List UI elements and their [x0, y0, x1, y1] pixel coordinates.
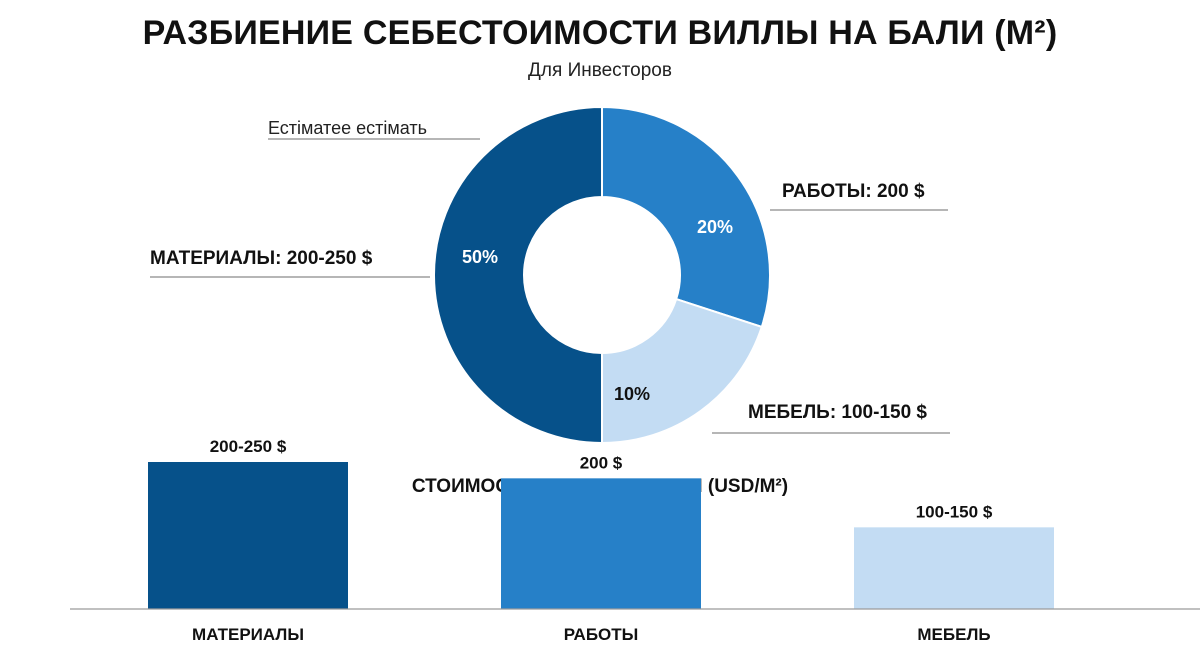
donut-slice-furniture [601, 297, 764, 445]
bar-value-label: 100-150 $ [916, 502, 993, 521]
page-title: РАЗБИЕНИЕ СЕБЕСТОИМОСТИ ВИЛЛЫ НА БАЛИ (М… [142, 14, 1058, 52]
bar-value-label: 200 $ [580, 453, 623, 472]
donut-annotation: Естіматее естімать [268, 118, 427, 138]
bar-category-label: МЕБЕЛЬ [917, 625, 990, 644]
bar-value-label: 200-250 $ [210, 437, 287, 456]
donut-percent-furniture: 10% [614, 384, 650, 404]
page-subtitle: Для Инвесторов [528, 60, 672, 81]
donut-percent-materials: 50% [462, 247, 498, 267]
donut-slice-materials [433, 105, 603, 445]
donut-annotation-group: Естіматее естімать [268, 118, 480, 140]
bar-chart: 200-250 $ МАТЕРИАЛЫ 200 $ РАБОТЫ 100-150 $ МЕ… [148, 437, 1054, 644]
bar-2 [501, 478, 701, 609]
donut-label-materials: МАТЕРИАЛЫ: 200-250 $ [150, 248, 373, 269]
donut-percent-works: 20% [697, 217, 733, 237]
donut-chart: 20% 10% 50% [433, 105, 771, 445]
donut-label-works: РАБОТЫ: 200 $ [782, 181, 925, 202]
bar-category-label: МАТЕРИАЛЫ [192, 625, 304, 644]
donut-slice-works [601, 105, 771, 329]
bar-category-label: РАБОТЫ [564, 625, 639, 644]
donut-label-furniture: МЕБЕЛЬ: 100-150 $ [748, 402, 927, 423]
bar-1 [148, 462, 348, 609]
donut-labels: РАБОТЫ: 200 $ МЕБЕЛЬ: 100-150 $ МАТЕРИАЛЫ:… [150, 181, 950, 434]
bar-3 [854, 527, 1054, 609]
